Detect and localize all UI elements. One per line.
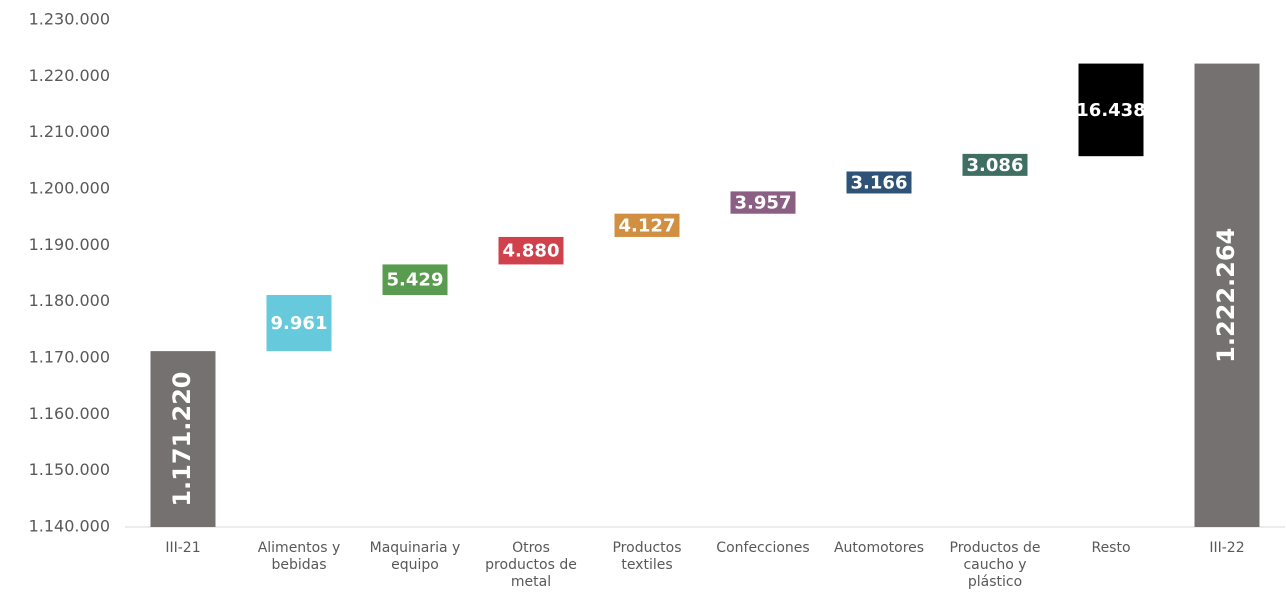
y-tick-label: 1.200.000 (29, 179, 110, 198)
label-bg (614, 214, 680, 237)
value-label: 5.429 (387, 270, 444, 291)
value-label: 3.957 (735, 193, 792, 214)
x-tick-label: Maquinaria y equipo (369, 540, 461, 573)
label-bg (730, 191, 796, 214)
bar (1194, 63, 1260, 527)
value-label: 3.086 (967, 155, 1024, 176)
bar (266, 295, 332, 352)
x-tick-label: III-21 (165, 540, 201, 556)
bar (498, 236, 564, 265)
x-tick-label: Productos de caucho y plástico (949, 540, 1041, 590)
y-tick-label: 1.190.000 (29, 235, 110, 254)
x-tick-label: Otros productos de metal (485, 540, 577, 590)
value-label: 4.127 (619, 215, 676, 236)
y-tick-label: 1.170.000 (29, 348, 110, 367)
y-tick-label: 1.180.000 (29, 291, 110, 310)
y-tick-label: 1.160.000 (29, 404, 110, 423)
value-label: 1.171.220 (168, 371, 196, 506)
value-label: 16.438 (1076, 100, 1145, 121)
x-tick-label: Productos textiles (612, 540, 682, 573)
y-tick-label: 1.150.000 (29, 460, 110, 479)
x-tick-label: Automotores (833, 540, 925, 556)
x-tick-label: Resto (1091, 540, 1131, 556)
y-tick-label: 1.230.000 (29, 10, 110, 29)
label-bg (846, 171, 912, 194)
bar (1078, 63, 1144, 157)
value-label: 9.961 (271, 313, 328, 334)
x-tick-label: Alimentos y bebidas (257, 540, 341, 573)
value-label: 3.166 (851, 172, 908, 193)
y-tick-label: 1.140.000 (29, 517, 110, 536)
x-tick-label: III-22 (1209, 540, 1245, 556)
label-bg (962, 153, 1028, 176)
y-tick-label: 1.220.000 (29, 66, 110, 85)
x-tick-label: Confecciones (716, 540, 810, 556)
y-tick-label: 1.210.000 (29, 122, 110, 141)
value-label: 1.222.264 (1212, 228, 1240, 363)
bar (150, 351, 216, 527)
bar (382, 264, 448, 296)
value-label: 4.880 (503, 241, 560, 262)
